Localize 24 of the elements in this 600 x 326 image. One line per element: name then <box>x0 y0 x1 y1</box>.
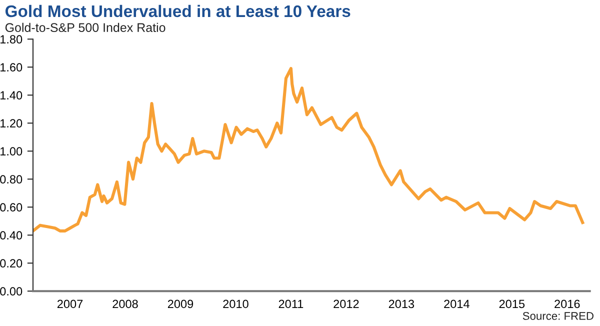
y-tick-label: 0.00 <box>0 287 22 296</box>
y-tick-label: 1.20 <box>0 119 22 128</box>
x-tick-label: 2010 <box>223 300 248 308</box>
x-tick-label: 2008 <box>112 300 138 308</box>
x-tick-label: 2009 <box>168 300 194 308</box>
x-tick-label: 2012 <box>334 300 359 308</box>
chart-title: Gold Most Undervalued in at Least 10 Years <box>5 4 350 18</box>
x-tick-label: 2015 <box>499 300 525 308</box>
y-tick-label: 0.20 <box>0 259 22 268</box>
x-tick-label: 2013 <box>388 300 414 308</box>
y-tick-label: 1.60 <box>0 63 22 72</box>
x-tick-label: 2016 <box>554 300 580 308</box>
y-tick-label: 1.80 <box>0 35 22 44</box>
source-note: Source: FRED <box>522 312 594 320</box>
x-tick-label: 2014 <box>444 300 470 308</box>
y-tick-label: 1.40 <box>0 91 22 100</box>
y-tick-label: 1.00 <box>0 147 22 156</box>
y-tick-label: 0.80 <box>0 175 22 184</box>
x-tick-label: 2007 <box>57 300 83 308</box>
line-series <box>33 66 584 232</box>
chart-subtitle: Gold-to-S&P 500 Index Ratio <box>5 22 166 32</box>
y-tick-label: 0.60 <box>0 203 22 212</box>
y-tick-label: 0.40 <box>0 231 22 240</box>
x-tick-label: 2011 <box>278 300 304 308</box>
